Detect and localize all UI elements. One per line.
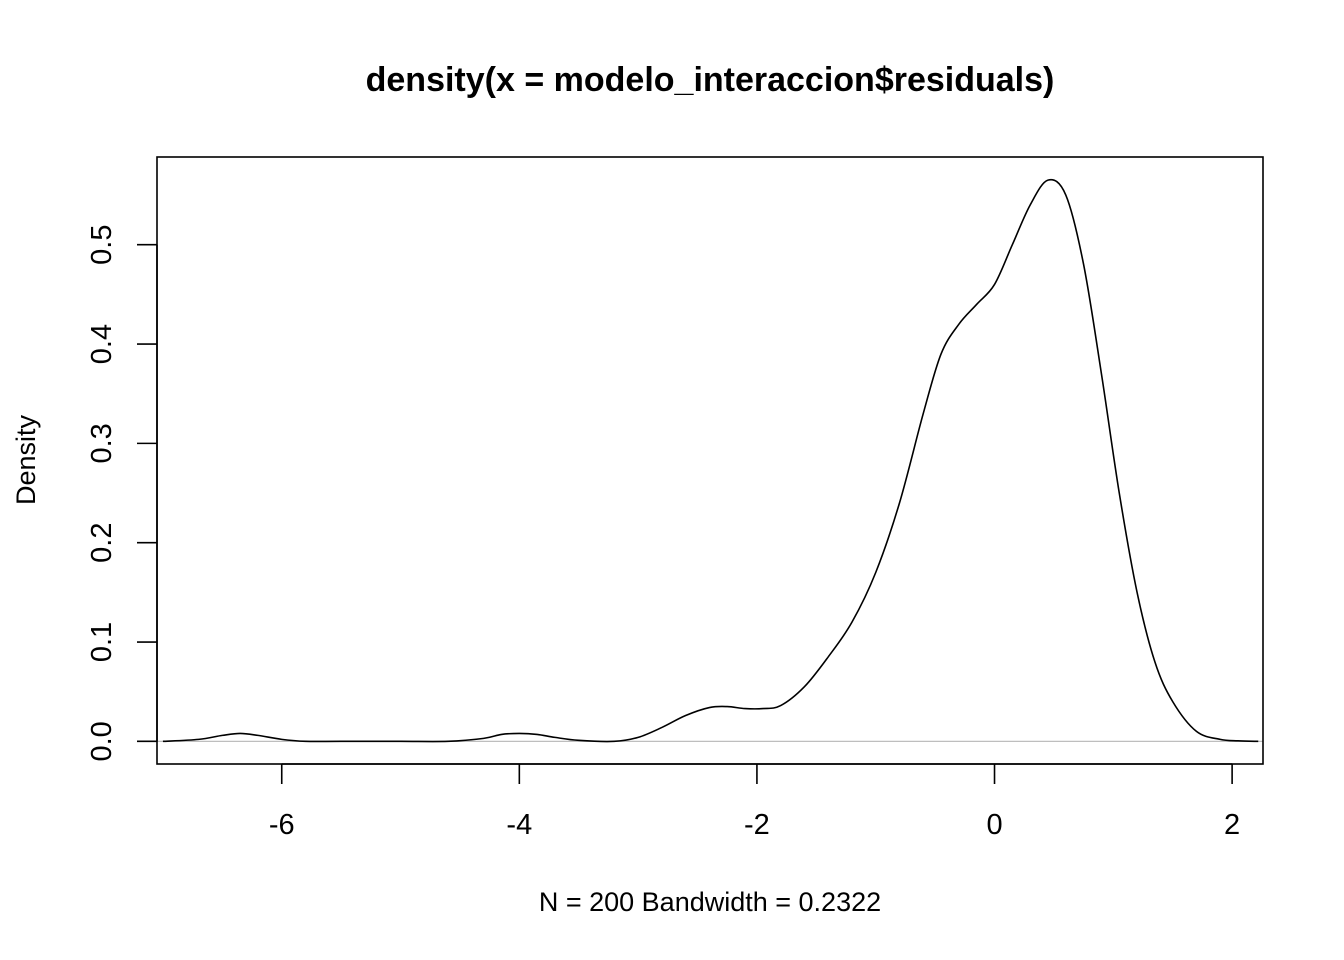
x-tick-label: -6 (269, 809, 295, 841)
x-axis-label: N = 200 Bandwidth = 0.2322 (539, 887, 881, 917)
y-axis: 0.0 0.1 0.2 0.3 0.4 0.5 (86, 225, 158, 762)
plot-area (157, 178, 1263, 743)
chart-title: density(x = modelo_interaccion$residuals… (366, 61, 1055, 99)
x-tick-label: 2 (1224, 809, 1240, 841)
y-tick-label: 0.0 (86, 721, 118, 761)
x-tick-label: 0 (986, 809, 1002, 841)
x-tick-label: -4 (506, 809, 532, 841)
y-tick-label: 0.5 (86, 225, 118, 265)
plot-frame (156, 156, 1264, 765)
y-tick-label: 0.4 (86, 324, 118, 364)
y-tick-label: 0.2 (86, 523, 118, 563)
y-tick-label: 0.3 (86, 423, 118, 463)
x-tick-label: -2 (744, 809, 770, 841)
y-tick-label: 0.1 (86, 622, 118, 662)
x-axis: -6 -4 -2 0 2 (269, 763, 1240, 841)
density-curve (162, 178, 1259, 743)
y-axis-label: Density (11, 414, 41, 505)
